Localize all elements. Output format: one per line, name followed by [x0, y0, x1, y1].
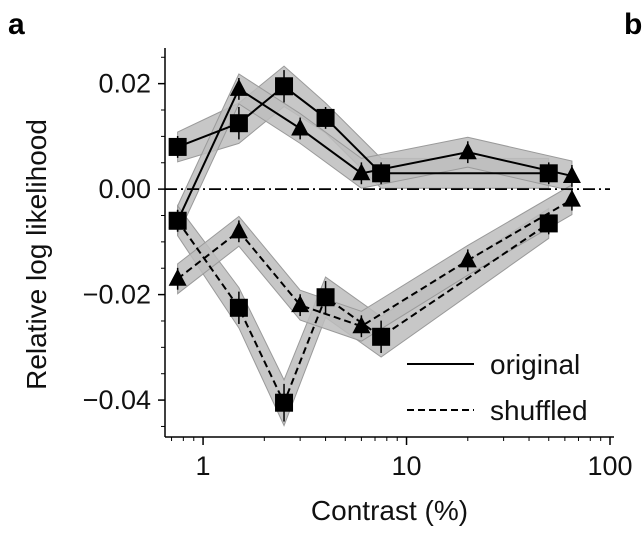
y-tick-label: 0.00: [98, 174, 151, 204]
series-lines: [176, 85, 573, 406]
series-line-original-square: [177, 85, 549, 175]
data-point-square: [275, 393, 294, 412]
data-point-triangle: [168, 268, 187, 286]
data-point-square: [168, 211, 187, 230]
series-line-original-triangle: [176, 87, 573, 222]
data-point-triangle: [458, 250, 477, 268]
x-axis-label: Contrast (%): [311, 495, 468, 526]
axes: 0.02 0.00 −0.02 −0.04 1 10 100: [83, 48, 633, 481]
data-point-triangle: [229, 78, 248, 96]
data-point-square: [539, 214, 558, 233]
data-point-triangle: [291, 295, 310, 313]
error-band-3: [177, 183, 573, 342]
data-point-triangle: [352, 163, 371, 181]
legend-entry-original: original: [490, 349, 580, 380]
legend-entry-shuffled: shuffled: [490, 395, 588, 426]
data-point-square: [372, 164, 391, 183]
data-point-square: [168, 137, 187, 156]
panel-label-a: a: [8, 8, 25, 41]
data-point-square: [316, 288, 335, 307]
data-point-triangle: [562, 165, 581, 183]
y-tick-label: −0.04: [83, 385, 151, 415]
data-point-triangle: [229, 221, 248, 239]
data-point-triangle: [458, 142, 477, 160]
data-point-square: [316, 108, 335, 127]
x-tick-label: 1: [196, 451, 211, 481]
data-point-square: [229, 298, 248, 317]
legend: original shuffled: [407, 349, 588, 426]
y-tick-label: −0.02: [83, 280, 151, 310]
data-point-triangle: [562, 189, 581, 207]
series-line-shuffled-square: [176, 220, 550, 406]
data-point-square: [275, 77, 294, 96]
series-markers: [168, 77, 581, 412]
x-tick-label: 10: [392, 451, 422, 481]
panel-label-b: b: [624, 8, 642, 41]
data-point-triangle: [291, 118, 310, 136]
data-point-triangle: [352, 316, 371, 334]
y-tick-label: 0.02: [98, 69, 151, 99]
data-point-square: [229, 114, 248, 133]
x-tick-label: 100: [587, 451, 632, 481]
data-point-square: [539, 164, 558, 183]
data-point-square: [372, 327, 391, 346]
y-axis-label: Relative log likelihood: [21, 119, 52, 390]
